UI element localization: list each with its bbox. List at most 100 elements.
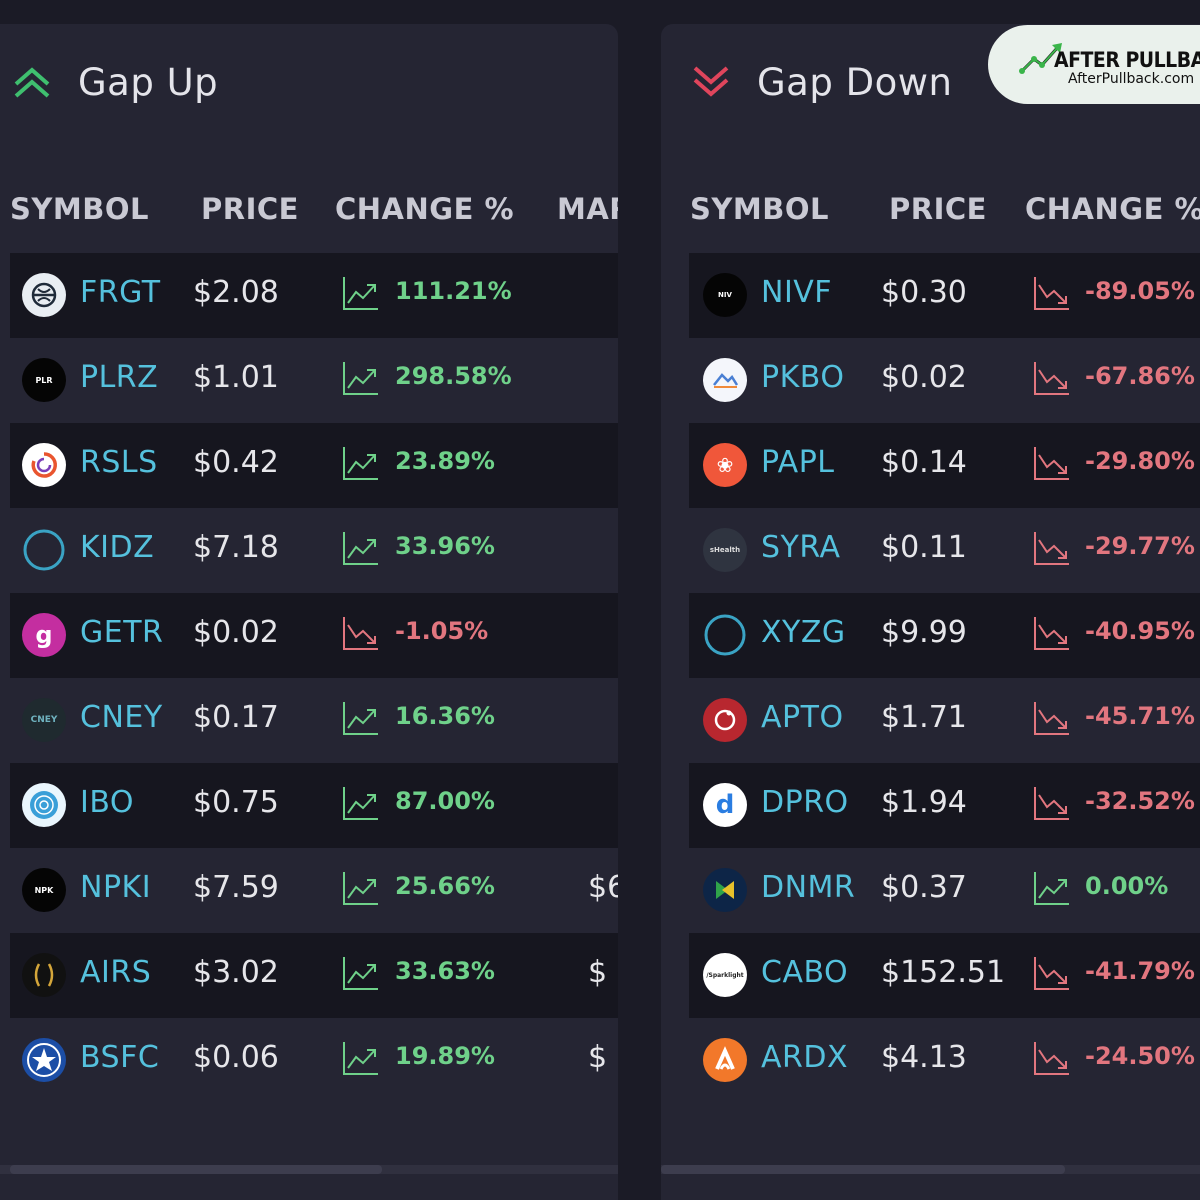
ticker-symbol[interactable]: BSFC xyxy=(80,1040,160,1075)
row-background xyxy=(10,423,618,508)
change-percent: 25.66% xyxy=(395,872,495,900)
horizontal-scrollbar[interactable] xyxy=(0,1165,618,1174)
price-value: $7.18 xyxy=(193,530,279,565)
ticker-symbol[interactable]: APTO xyxy=(761,700,844,735)
change-percent: -89.05% xyxy=(1085,277,1195,305)
table-row[interactable]: DNMR $0.37 0.00% xyxy=(661,848,1200,933)
ticker-symbol[interactable]: PAPL xyxy=(761,445,835,480)
gap-up-table-body: FRGT $2.08 111.21% PLR PLRZ $1.01 298.58% RSLS $… xyxy=(0,253,618,1103)
table-row[interactable]: d DPRO $1.94 -32.52% xyxy=(661,763,1200,848)
ticker-symbol[interactable]: PLRZ xyxy=(80,360,159,395)
company-logo-icon: NPK xyxy=(22,868,66,912)
scrollbar-thumb[interactable] xyxy=(10,1165,382,1174)
table-row[interactable]: /Sparklight CABO $152.51 -41.79% xyxy=(661,933,1200,1018)
table-row[interactable]: IBO $0.75 87.00% xyxy=(0,763,618,848)
trend-down-icon xyxy=(1033,955,1071,991)
table-row[interactable]: ❀ PAPL $0.14 -29.80% xyxy=(661,423,1200,508)
ticker-symbol[interactable]: NPKI xyxy=(80,870,152,905)
change-percent: 87.00% xyxy=(395,787,495,815)
change-percent: -40.95% xyxy=(1085,617,1195,645)
table-row[interactable]: AIRS $3.02 33.63% $ xyxy=(0,933,618,1018)
trend-down-icon xyxy=(1033,785,1071,821)
trend-down-icon xyxy=(1033,700,1071,736)
column-header-symbol[interactable]: SYMBOL xyxy=(690,192,829,226)
ticker-symbol[interactable]: CABO xyxy=(761,955,849,990)
trend-down-icon xyxy=(1033,530,1071,566)
table-row[interactable]: KIDZ $7.18 33.96% xyxy=(0,508,618,593)
trend-down-icon xyxy=(1033,445,1071,481)
price-value: $3.02 xyxy=(193,955,279,990)
table-row[interactable]: PLR PLRZ $1.01 298.58% xyxy=(0,338,618,423)
horizontal-scrollbar[interactable] xyxy=(661,1165,1200,1174)
trend-up-icon xyxy=(342,530,380,566)
table-row[interactable]: ARDX $4.13 -24.50% xyxy=(661,1018,1200,1103)
ticker-symbol[interactable]: CNEY xyxy=(80,700,163,735)
price-value: $0.02 xyxy=(193,615,279,650)
table-row[interactable]: XYZG $9.99 -40.95% xyxy=(661,593,1200,678)
company-logo-icon xyxy=(703,868,747,912)
ticker-symbol[interactable]: PKBO xyxy=(761,360,845,395)
table-row[interactable]: g GETR $0.02 -1.05% xyxy=(0,593,618,678)
price-value: $7.59 xyxy=(193,870,279,905)
ticker-symbol[interactable]: ARDX xyxy=(761,1040,849,1075)
column-header-market-cap[interactable]: MAR xyxy=(557,192,618,226)
table-row[interactable]: sHealth SYRA $0.11 -29.77% xyxy=(661,508,1200,593)
change-percent: 19.89% xyxy=(395,1042,495,1070)
table-row[interactable]: NIV NIVF $0.30 -89.05% xyxy=(661,253,1200,338)
brand-name: AFTER PULLBACK xyxy=(1054,48,1200,72)
column-header-change[interactable]: CHANGE % xyxy=(1025,192,1200,226)
ticker-symbol[interactable]: AIRS xyxy=(80,955,152,990)
table-row[interactable]: RSLS $0.42 23.89% xyxy=(0,423,618,508)
price-value: $0.11 xyxy=(881,530,967,565)
gap-up-panel: Gap Up SYMBOL PRICE CHANGE % MAR FRGT $2.… xyxy=(0,24,618,1200)
trend-down-icon xyxy=(1033,615,1071,651)
row-background xyxy=(689,253,1200,338)
market-cap-value: $ xyxy=(588,1040,608,1075)
row-background xyxy=(689,933,1200,1018)
change-percent: -29.77% xyxy=(1085,532,1195,560)
ticker-symbol[interactable]: FRGT xyxy=(80,275,161,310)
trend-up-icon xyxy=(342,360,380,396)
table-row[interactable]: FRGT $2.08 111.21% xyxy=(0,253,618,338)
row-background xyxy=(689,423,1200,508)
ticker-symbol[interactable]: IBO xyxy=(80,785,135,820)
company-logo-icon: sHealth xyxy=(703,528,747,572)
table-row[interactable]: PKBO $0.02 -67.86% xyxy=(661,338,1200,423)
scrollbar-thumb[interactable] xyxy=(661,1165,1065,1174)
gap-down-header: Gap Down xyxy=(689,54,952,110)
brand-badge: AFTER PULLBACK AfterPullback.com xyxy=(988,25,1200,104)
ticker-symbol[interactable]: SYRA xyxy=(761,530,841,565)
company-logo-icon xyxy=(703,1038,747,1082)
column-header-price[interactable]: PRICE xyxy=(889,192,987,226)
company-logo-icon: ❀ xyxy=(703,443,747,487)
change-percent: -41.79% xyxy=(1085,957,1195,985)
gap-up-title: Gap Up xyxy=(78,60,219,104)
row-background xyxy=(10,933,618,1018)
trend-up-icon xyxy=(342,445,380,481)
price-value: $0.14 xyxy=(881,445,967,480)
company-logo-icon: d xyxy=(703,783,747,827)
table-row[interactable]: CNEY CNEY $0.17 16.36% xyxy=(0,678,618,763)
change-percent: -32.52% xyxy=(1085,787,1195,815)
table-row[interactable]: APTO $1.71 -45.71% xyxy=(661,678,1200,763)
company-logo-icon xyxy=(22,443,66,487)
company-logo-icon: g xyxy=(22,613,66,657)
ticker-symbol[interactable]: DPRO xyxy=(761,785,849,820)
trend-down-icon xyxy=(1033,1040,1071,1076)
ticker-symbol[interactable]: GETR xyxy=(80,615,164,650)
column-header-change[interactable]: CHANGE % xyxy=(335,192,515,226)
table-row[interactable]: NPK NPKI $7.59 25.66% $6 xyxy=(0,848,618,933)
column-header-price[interactable]: PRICE xyxy=(201,192,299,226)
ticker-symbol[interactable]: DNMR xyxy=(761,870,856,905)
row-background xyxy=(689,763,1200,848)
ticker-symbol[interactable]: KIDZ xyxy=(80,530,155,565)
ticker-symbol[interactable]: RSLS xyxy=(80,445,158,480)
table-row[interactable]: BSFC $0.06 19.89% $ xyxy=(0,1018,618,1103)
company-logo-icon xyxy=(22,1038,66,1082)
price-value: $152.51 xyxy=(881,955,1006,990)
ticker-symbol[interactable]: NIVF xyxy=(761,275,833,310)
row-background xyxy=(10,763,618,848)
company-logo-icon: /Sparklight xyxy=(703,953,747,997)
ticker-symbol[interactable]: XYZG xyxy=(761,615,846,650)
column-header-symbol[interactable]: SYMBOL xyxy=(10,192,149,226)
